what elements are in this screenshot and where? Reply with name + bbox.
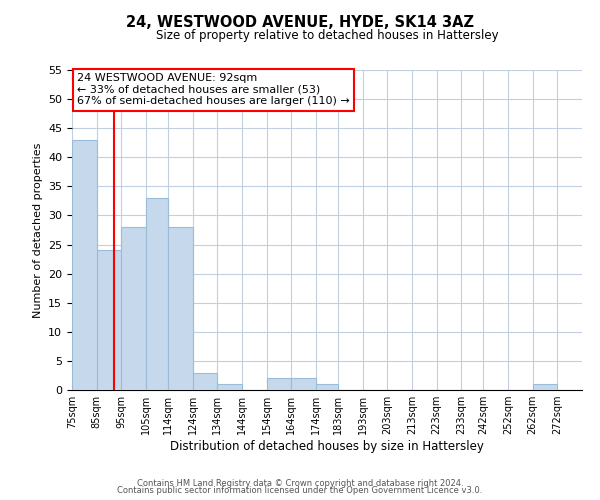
Bar [533,384,557,390]
Bar [266,378,291,390]
Text: 24 WESTWOOD AVENUE: 92sqm
← 33% of detached houses are smaller (53)
67% of semi-: 24 WESTWOOD AVENUE: 92sqm ← 33% of detac… [77,73,350,106]
Y-axis label: Number of detached properties: Number of detached properties [32,142,43,318]
Bar [97,250,121,390]
Bar [316,384,338,390]
Bar [168,227,193,390]
Bar [121,227,146,390]
Bar [291,378,316,390]
Text: Contains HM Land Registry data © Crown copyright and database right 2024.: Contains HM Land Registry data © Crown c… [137,478,463,488]
Bar [146,198,168,390]
X-axis label: Distribution of detached houses by size in Hattersley: Distribution of detached houses by size … [170,440,484,453]
Bar [217,384,242,390]
Bar [72,140,97,390]
Text: 24, WESTWOOD AVENUE, HYDE, SK14 3AZ: 24, WESTWOOD AVENUE, HYDE, SK14 3AZ [126,15,474,30]
Bar [193,372,217,390]
Text: Contains public sector information licensed under the Open Government Licence v3: Contains public sector information licen… [118,486,482,495]
Title: Size of property relative to detached houses in Hattersley: Size of property relative to detached ho… [155,30,499,43]
